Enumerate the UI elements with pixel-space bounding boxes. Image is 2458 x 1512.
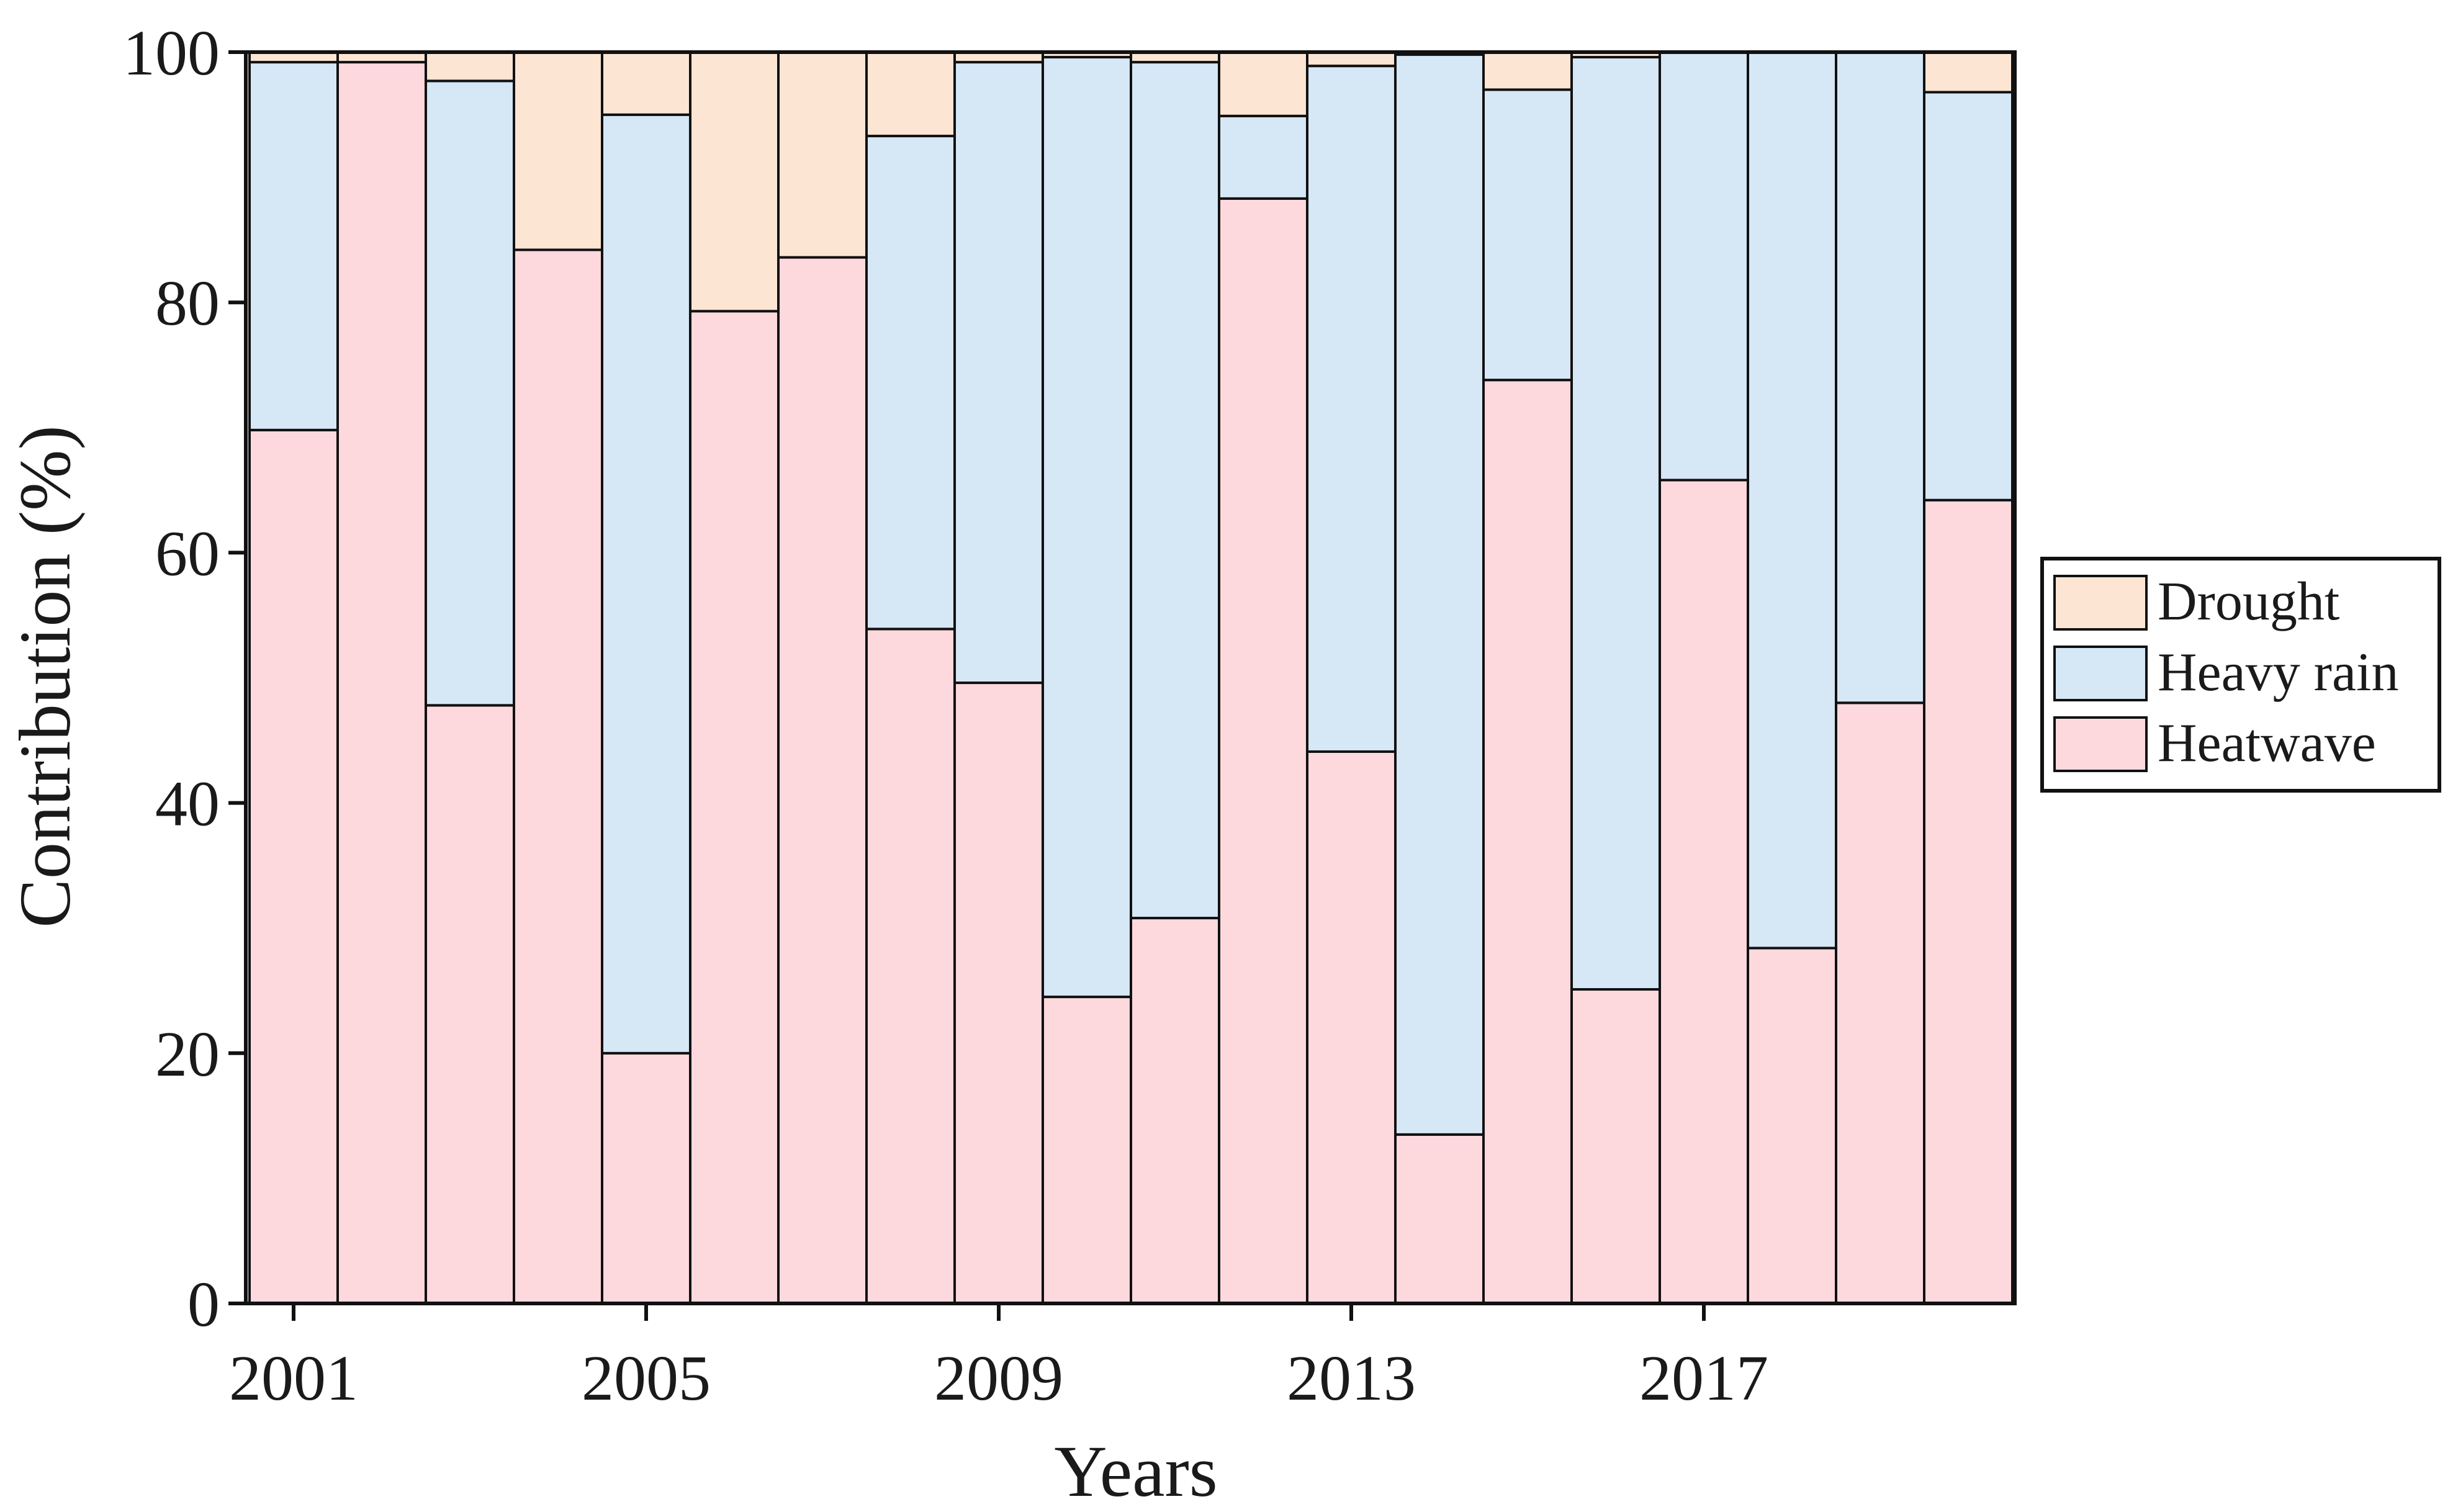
x-tick-label-2017: 2017 [1639, 1343, 1768, 1414]
legend-label-heatwave: Heatwave [2158, 713, 2376, 773]
y-tick-label-20: 20 [155, 1019, 220, 1090]
bar-heatwave-2001 [248, 428, 339, 1305]
bar-heavy-rain-2011 [1130, 61, 1220, 920]
bar-drought-2007 [777, 51, 868, 259]
bar-heatwave-2013 [1306, 750, 1397, 1305]
bar-heatwave-2005 [601, 1051, 691, 1305]
bar-heatwave-2020 [1923, 498, 2014, 1305]
plot-frame [244, 50, 2017, 1305]
legend-label-drought: Drought [2158, 572, 2339, 632]
bar-heatwave-2003 [425, 704, 515, 1305]
bar-drought-2004 [513, 51, 603, 251]
bar-heatwave-2007 [777, 256, 868, 1305]
y-tick-label-60: 60 [155, 518, 220, 589]
bar-drought-2006 [689, 51, 780, 313]
legend-swatch-heavy-rain [2053, 646, 2148, 701]
legend: Drought Heavy rain Heatwave [2040, 557, 2441, 793]
bar-heavy-rain-2009 [953, 61, 1044, 685]
x-tick-label-2005: 2005 [582, 1343, 711, 1414]
bar-heatwave-2008 [865, 628, 956, 1305]
bar-drought-2020 [1923, 51, 2014, 94]
bar-heatwave-2016 [1570, 988, 1661, 1305]
bar-heavy-rain-2018 [1747, 51, 1837, 950]
y-tick-label-80: 80 [155, 268, 220, 339]
x-tick-label-2009: 2009 [934, 1343, 1063, 1414]
bar-drought-2015 [1482, 51, 1573, 91]
bar-heatwave-2004 [513, 248, 603, 1305]
bar-drought-2008 [865, 51, 956, 138]
bar-drought-2003 [425, 51, 515, 83]
bar-heatwave-2009 [953, 682, 1044, 1305]
x-axis-label: Years [1054, 1431, 1217, 1512]
bar-heatwave-2017 [1659, 479, 1749, 1305]
y-axis-label: Contribution (%) [4, 425, 86, 928]
bar-heavy-rain-2001 [248, 61, 339, 431]
bar-heavy-rain-2015 [1482, 88, 1573, 382]
bar-heatwave-2006 [689, 310, 780, 1305]
bar-heavy-rain-2016 [1570, 56, 1661, 991]
bar-heatwave-2019 [1835, 701, 1925, 1305]
legend-label-heavy-rain: Heavy rain [2158, 642, 2398, 703]
bar-drought-2005 [601, 51, 691, 116]
bar-drought-2012 [1218, 51, 1308, 117]
y-tick-label-100: 100 [123, 17, 220, 89]
legend-swatch-heatwave [2053, 716, 2148, 772]
x-tick-label-2013: 2013 [1287, 1343, 1416, 1414]
bar-heatwave-2015 [1482, 379, 1573, 1305]
bar-heavy-rain-2010 [1042, 56, 1132, 999]
y-tick-label-0: 0 [187, 1269, 220, 1340]
x-tick-label-2001: 2001 [229, 1343, 358, 1414]
bars-layer [248, 51, 2014, 1305]
bar-heavy-rain-2013 [1306, 65, 1397, 753]
bar-heatwave-2010 [1042, 996, 1132, 1305]
y-tick-label-40: 40 [155, 768, 220, 840]
bar-drought-2013 [1306, 51, 1397, 68]
bar-heavy-rain-2012 [1218, 114, 1308, 200]
bar-heavy-rain-2019 [1835, 51, 1925, 704]
bar-heavy-rain-2020 [1923, 91, 2014, 502]
bar-heatwave-2018 [1747, 947, 1837, 1305]
bar-heatwave-2012 [1218, 197, 1308, 1305]
bar-heavy-rain-2008 [865, 135, 956, 631]
bar-heatwave-2014 [1394, 1133, 1485, 1305]
bar-heavy-rain-2017 [1659, 51, 1749, 482]
bar-heatwave-2002 [336, 61, 427, 1305]
bar-heavy-rain-2014 [1394, 53, 1485, 1136]
axes-layer: 0 20 40 60 80 100 2001 2005 2009 2013 2017 [123, 17, 1768, 1414]
bar-heavy-rain-2005 [601, 113, 691, 1055]
bar-heavy-rain-2003 [425, 79, 515, 707]
bar-heatwave-2011 [1130, 917, 1220, 1305]
legend-swatch-drought [2053, 575, 2148, 631]
